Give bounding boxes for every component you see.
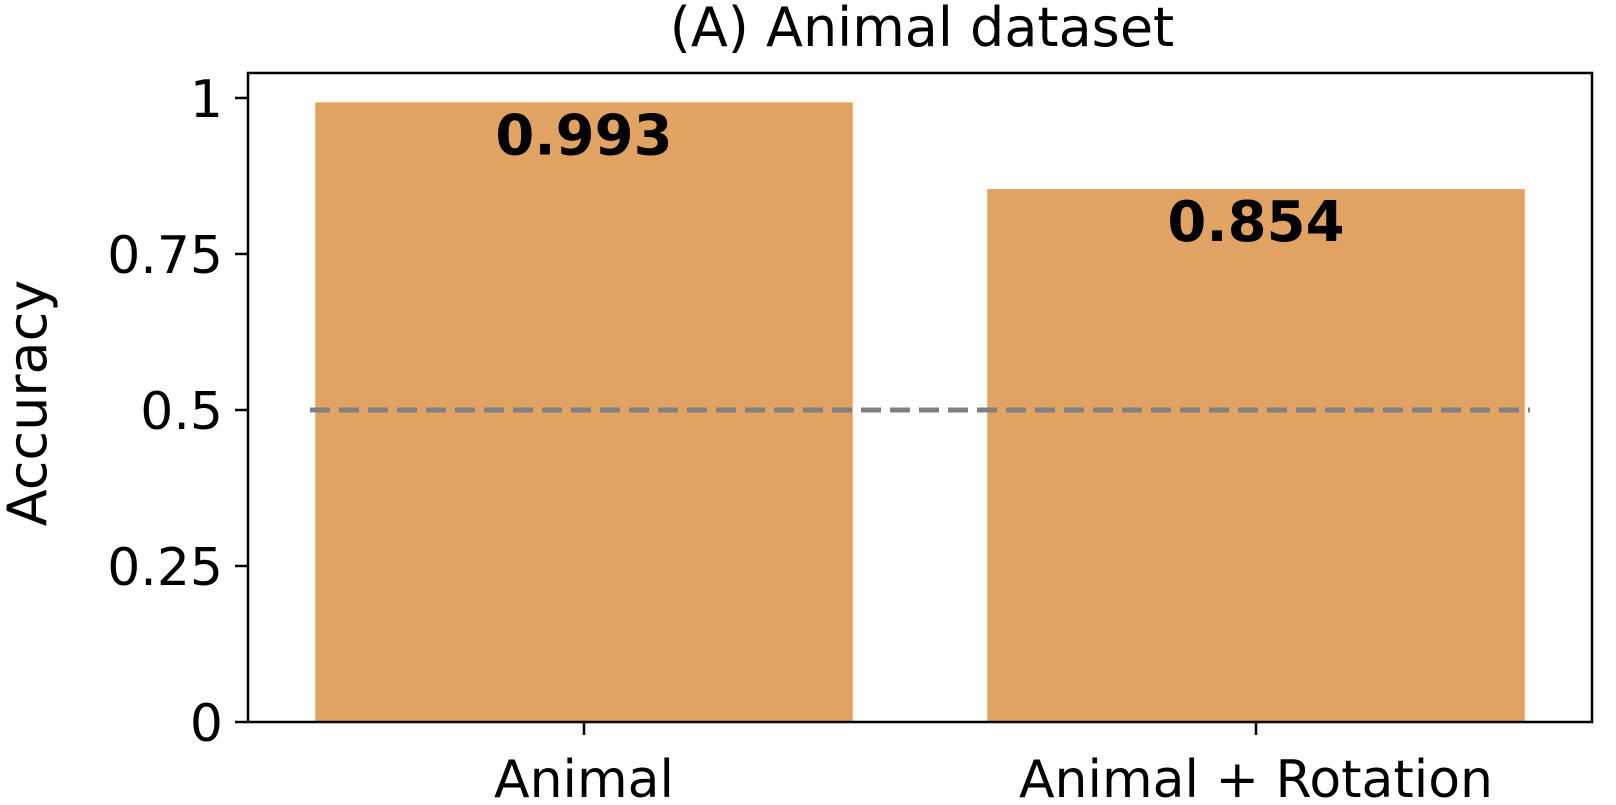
chart-title: (A) Animal dataset [670, 0, 1174, 59]
bar-2 [987, 189, 1525, 722]
x-axis-ticks: Animal Animal + Rotation [494, 722, 1493, 805]
x-tick-label-1: Animal [494, 750, 674, 805]
plot-frame [246, 71, 1594, 724]
y-axis-label: Accuracy [0, 280, 59, 527]
y-tick-label-0: 0 [190, 694, 223, 754]
y-tick-label-2: 0.5 [140, 382, 223, 442]
bar-value-label-1: 0.993 [495, 103, 672, 168]
y-tick-label-3: 0.75 [107, 226, 223, 286]
y-tick-label-1: 0.25 [107, 538, 223, 598]
bar-value-label-2: 0.854 [1167, 190, 1344, 255]
y-axis-ticks: 0 0.25 0.5 0.75 1 [107, 70, 248, 754]
x-tick-label-2: Animal + Rotation [1019, 750, 1493, 805]
value-labels-group: 0.993 0.854 [495, 103, 1344, 255]
y-tick-label-4: 1 [190, 70, 223, 130]
